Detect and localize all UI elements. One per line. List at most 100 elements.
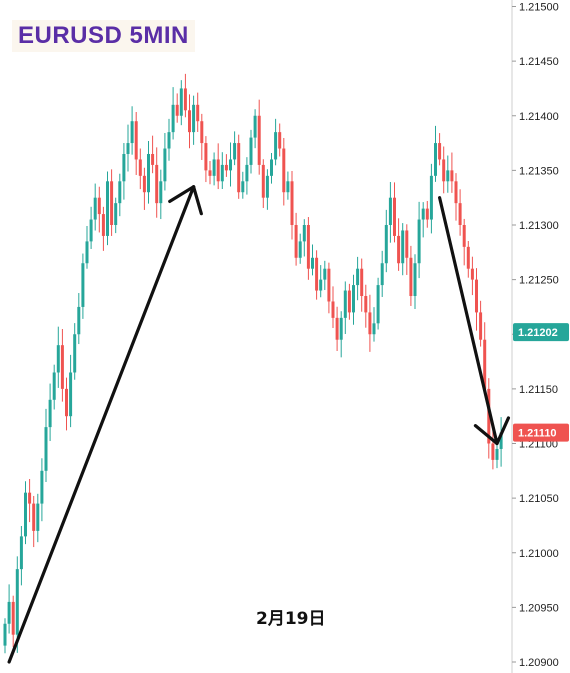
candle-body: [147, 153, 150, 193]
candle-body: [28, 492, 32, 504]
candle-body: [241, 181, 245, 193]
candle-body: [93, 197, 97, 220]
uptrend-arrow-head: [192, 185, 203, 216]
candle-body: [393, 197, 396, 236]
candle-body: [44, 427, 48, 471]
candle-body: [118, 181, 122, 204]
candle-body: [208, 170, 212, 176]
candle-body: [487, 388, 491, 444]
candle-body: [331, 301, 335, 318]
candle-body: [454, 181, 458, 204]
candle-body: [450, 170, 454, 182]
candle-body: [36, 503, 40, 531]
candle-body: [261, 164, 265, 198]
candle-body: [491, 443, 495, 460]
candle-body: [421, 208, 425, 220]
candle-body: [73, 334, 77, 373]
candle-body: [220, 164, 224, 182]
candle-body: [339, 317, 343, 340]
candle-body: [360, 268, 364, 297]
candle-body: [233, 143, 237, 160]
downtrend-arrow-shaft: [438, 196, 499, 446]
candle-body: [347, 290, 351, 313]
y-tick-label: 1.20900: [519, 657, 559, 669]
candle-body: [352, 285, 355, 313]
candle-body: [294, 225, 298, 258]
candle-body: [97, 197, 101, 215]
candle-body: [77, 306, 81, 335]
candle-body: [52, 372, 56, 400]
candle-body: [315, 257, 319, 291]
candle-body: [134, 121, 138, 160]
candle-body: [229, 159, 232, 171]
candle-body: [306, 225, 310, 269]
candle-body: [3, 623, 7, 646]
candle-body: [212, 159, 216, 176]
candle-body: [499, 432, 503, 449]
candle-body: [200, 121, 204, 144]
candle-body: [257, 115, 261, 165]
candle-body: [110, 181, 114, 225]
candle-body: [466, 246, 470, 269]
price-tag-label: 1.21110: [518, 428, 557, 440]
candle-body: [368, 312, 372, 335]
candle-body: [475, 279, 478, 313]
candle-body: [167, 132, 171, 149]
candle-body: [335, 317, 339, 340]
price-tag: [513, 423, 569, 442]
y-tick-label: 1.20950: [519, 602, 559, 614]
candle-body: [155, 164, 159, 204]
candle-body: [319, 279, 323, 291]
y-tick-label: 1.21250: [519, 275, 559, 287]
candle-body: [89, 219, 93, 242]
candle-body: [434, 143, 437, 176]
candle-body: [401, 230, 405, 264]
candle-body: [253, 115, 257, 138]
candle-body: [237, 143, 241, 193]
candle-body: [364, 296, 368, 313]
candle-body: [159, 181, 163, 204]
candle-body: [388, 197, 392, 225]
candle-body: [183, 88, 187, 111]
candle-body: [142, 175, 146, 193]
candle-body: [429, 175, 433, 220]
candle-body: [19, 536, 23, 570]
candle-body: [483, 339, 487, 389]
candle-body: [249, 137, 253, 165]
candle-body: [290, 181, 294, 225]
candle-body: [405, 230, 409, 258]
candle-body: [274, 132, 278, 160]
date-label: 2月19日: [256, 609, 326, 629]
candle-body: [48, 399, 52, 428]
uptrend-arrow-shaft: [7, 185, 196, 664]
y-tick-label: 1.21050: [519, 493, 559, 505]
candle-body: [425, 208, 429, 220]
candle-body: [245, 164, 249, 182]
candle-body: [302, 225, 306, 242]
candle-body: [495, 448, 499, 460]
uptrend-arrow-head: [168, 185, 196, 204]
candle-body: [85, 241, 89, 264]
candle-body: [224, 164, 228, 171]
candle-body: [175, 104, 179, 116]
price-tag-label: 1.21202: [518, 327, 558, 339]
candle-body: [114, 203, 118, 225]
candle-body: [40, 470, 44, 504]
candle-body: [286, 181, 290, 193]
chart-title: EURUSD 5MIN: [12, 20, 195, 52]
candle-body: [458, 203, 462, 225]
price-tag: [513, 323, 569, 342]
candle-body: [356, 268, 360, 286]
candle-body: [216, 159, 220, 182]
candle-body: [323, 268, 327, 280]
y-tick-label: 1.21150: [519, 384, 558, 396]
candle-body: [479, 312, 483, 340]
candle-body: [376, 285, 380, 324]
candle-body: [192, 104, 196, 133]
candle-body: [204, 143, 208, 171]
candle-body: [278, 132, 282, 149]
candle-body: [417, 219, 421, 264]
candle-body: [462, 225, 466, 247]
candle-body: [69, 372, 73, 417]
